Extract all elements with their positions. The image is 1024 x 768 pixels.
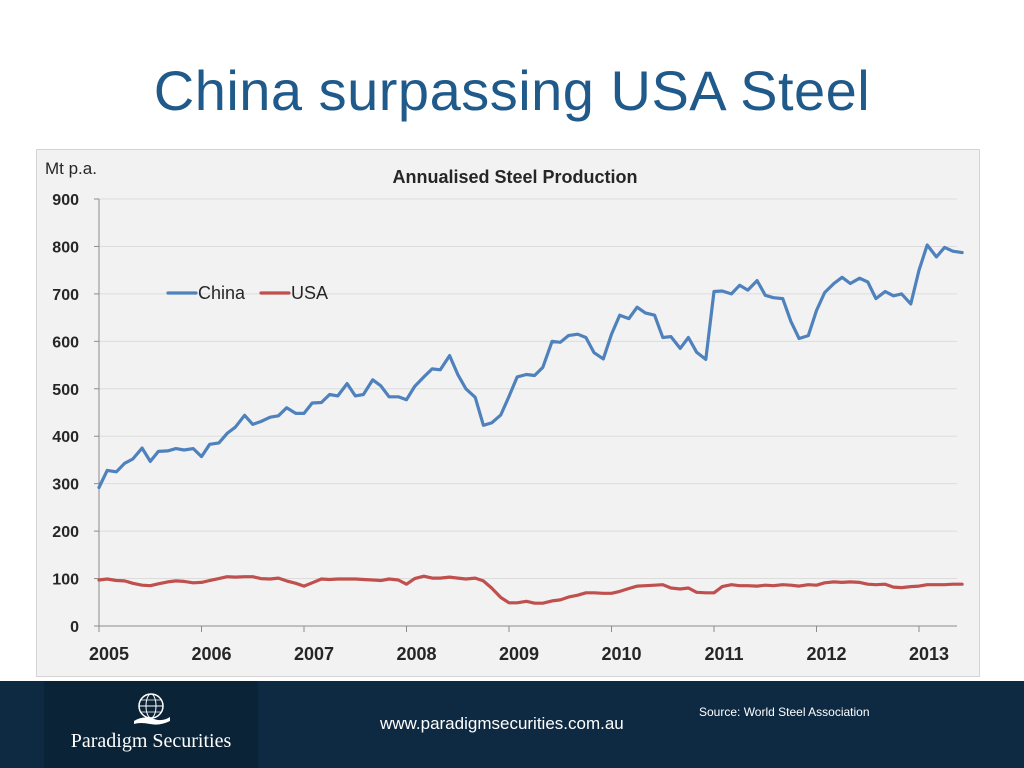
- x-tick-label: 2005: [89, 644, 129, 664]
- x-tick-label: 2006: [191, 644, 231, 664]
- y-tick-label: 100: [52, 572, 79, 589]
- chart-title: Annualised Steel Production: [392, 167, 637, 187]
- x-tick-label: 2007: [294, 644, 334, 664]
- company-name: Paradigm Securities: [70, 730, 232, 752]
- footer-bar: Paradigm Securities www.paradigmsecuriti…: [0, 681, 1024, 768]
- y-tick-label: 900: [52, 192, 79, 209]
- legend-label-usa: USA: [291, 283, 328, 303]
- x-tick-label: 2010: [601, 644, 641, 664]
- y-tick-label: 200: [52, 524, 79, 541]
- steel-production-chart: 0 100 200 300 400 500 600 700 800 900 2005 2006 2007…: [45, 159, 964, 664]
- y-tick-label: 400: [52, 429, 79, 446]
- y-tick-label: 800: [52, 239, 79, 256]
- website-link[interactable]: www.paradigmsecurities.com.au: [380, 714, 624, 733]
- source-note: Source: World Steel Association: [699, 705, 870, 719]
- x-tick-label: 2011: [704, 644, 743, 664]
- slide-title: China surpassing USA Steel: [153, 59, 871, 122]
- chart-area: 0 100 200 300 400 500 600 700 800 900 2005 2006 2007…: [36, 149, 980, 677]
- x-tick-label: 2008: [396, 644, 436, 664]
- y-tick-label: 500: [52, 382, 79, 399]
- y-tick-label: 600: [52, 334, 79, 351]
- x-tick-label: 2012: [806, 644, 846, 664]
- legend-label-china: China: [198, 283, 246, 303]
- x-tick-label: 2009: [499, 644, 539, 664]
- series-line-china: [97, 243, 964, 490]
- y-tick-label: 0: [70, 619, 79, 636]
- y-axis-label: Mt p.a.: [45, 159, 97, 178]
- series-line-usa: [97, 574, 964, 605]
- globe-hand-icon: [134, 693, 170, 725]
- company-logo: Paradigm Securities: [44, 681, 258, 768]
- y-tick-label: 300: [52, 477, 79, 494]
- y-tick-label: 700: [52, 287, 79, 304]
- x-tick-label: 2013: [909, 644, 949, 664]
